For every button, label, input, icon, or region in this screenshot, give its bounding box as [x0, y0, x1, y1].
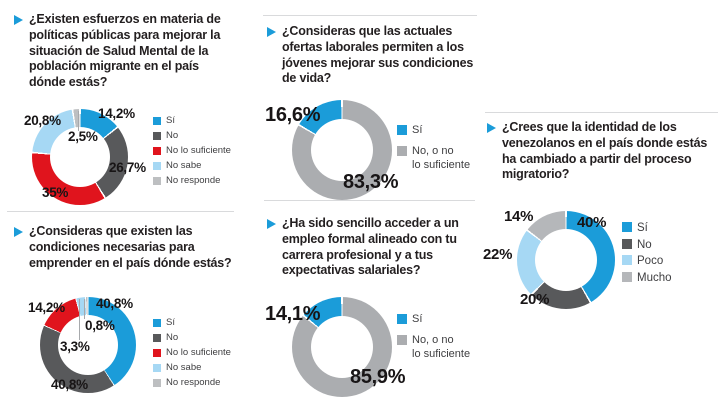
segment-label-si: 40% [577, 214, 607, 231]
legend-item: No lo suficiente [153, 347, 231, 359]
legend-swatch [397, 314, 407, 324]
donut-ring [517, 211, 615, 309]
segment-label-no-responde: 0,8% [85, 318, 115, 333]
legend-item: No responde [153, 175, 231, 187]
legend-swatch [622, 238, 632, 249]
donut-ring [32, 109, 128, 205]
legend-item: No responde [153, 377, 231, 389]
legend-swatch [153, 161, 161, 170]
bullet-arrow-icon [487, 123, 496, 133]
donut-ring [292, 297, 392, 397]
legend-item: Sí [397, 313, 470, 327]
question-text: ¿Consideras que las actuales ofertas lab… [282, 24, 474, 86]
question-ofertas-laborales: ¿Consideras que las actuales ofertas lab… [267, 24, 478, 87]
donut-ring [40, 297, 136, 393]
leader-line [84, 299, 85, 319]
legend-swatch [153, 333, 161, 342]
legend-swatch [622, 271, 632, 282]
question-text: ¿Existen esfuerzos en materia de polític… [29, 12, 221, 89]
legend-mental-health: Sí No No lo suficiente No sabe No respon… [153, 115, 231, 191]
legend-identidad: Sí No Poco Mucho [622, 222, 672, 289]
legend-swatch [397, 334, 407, 345]
bullet-arrow-icon [267, 27, 276, 37]
donut-chart-emprender: 40,8% 40,8% 14,2% 3,3% 0,8% [20, 293, 238, 398]
legend-item: No [153, 130, 231, 142]
legend-swatch [397, 145, 407, 156]
question-mental-health: ¿Existen esfuerzos en materia de polític… [14, 12, 238, 91]
legend-swatch [153, 117, 161, 125]
legend-item: Mucho [622, 271, 672, 285]
donut-chart-empleo-formal: 14,1% 85,9% [263, 295, 480, 401]
legend-swatch [153, 363, 161, 372]
legend-item: Poco [622, 255, 672, 268]
donut-ring [292, 100, 392, 200]
question-emprender: ¿Consideras que existen las condiciones … [14, 224, 232, 271]
segment-label-no: 20% [520, 291, 550, 308]
legend-emprender: Sí No No lo suficiente No sabe No respon… [153, 317, 231, 393]
legend-swatch [397, 125, 407, 135]
legend-item: Sí [153, 115, 231, 127]
section-divider [485, 112, 718, 113]
segment-label-si: 16,6% [265, 104, 321, 126]
leader-line [79, 299, 80, 340]
legend-swatch [153, 146, 161, 155]
segment-label-poco: 22% [483, 246, 513, 263]
segment-label-no-suficiente: 14,2% [28, 300, 65, 315]
legend-ofertas-laborales: Sí No, o no lo suficiente [397, 124, 470, 179]
segment-label-no-sabe: 3,3% [60, 339, 90, 354]
legend-swatch [153, 378, 161, 387]
legend-item: No lo suficiente [153, 145, 231, 157]
segment-label-no: 26,7% [109, 160, 146, 175]
bullet-arrow-icon [14, 227, 23, 237]
section-divider [263, 15, 477, 16]
legend-item: No, o no lo suficiente [397, 334, 470, 362]
segment-label-no-responde: 2,5% [68, 129, 98, 144]
donut-chart-mental-health: 14,2% 26,7% 35% 20,8% 2,5% [20, 105, 238, 210]
segment-label-mucho: 14% [504, 208, 534, 225]
legend-item: No, o no lo suficiente [397, 145, 470, 173]
legend-item: Sí [153, 317, 231, 329]
segment-label-no: 85,9% [350, 366, 406, 388]
section-divider [264, 200, 475, 201]
question-text: ¿Consideras que existen las condiciones … [29, 224, 232, 270]
donut-chart-identidad: 40% 20% 22% 14% [483, 205, 720, 315]
question-text: ¿Crees que la identidad de los venezolan… [502, 120, 708, 182]
legend-item: No [622, 238, 672, 252]
legend-item: No sabe [153, 362, 231, 374]
legend-item: No sabe [153, 160, 231, 172]
segment-label-si: 14,1% [265, 303, 321, 325]
section-divider [7, 211, 234, 212]
segment-label-no-sabe: 20,8% [24, 113, 61, 128]
legend-swatch [153, 131, 161, 140]
legend-swatch [153, 319, 161, 327]
segment-label-si: 14,2% [98, 106, 135, 121]
legend-empleo-formal: Sí No, o no lo suficiente [397, 313, 470, 368]
legend-item: No [153, 332, 231, 344]
legend-swatch [153, 176, 161, 185]
legend-item: Sí [622, 222, 672, 235]
question-empleo-formal: ¿Ha sido sencillo acceder a un empleo fo… [267, 216, 482, 279]
legend-swatch [622, 222, 632, 232]
legend-item: Sí [397, 124, 470, 138]
donut-chart-ofertas-laborales: 16,6% 83,3% [263, 98, 480, 202]
bullet-arrow-icon [267, 219, 276, 229]
leader-line [78, 111, 79, 131]
question-text: ¿Ha sido sencillo acceder a un empleo fo… [282, 216, 459, 278]
bullet-arrow-icon [14, 15, 23, 25]
segment-label-no: 40,8% [51, 377, 88, 392]
segment-label-no: 83,3% [343, 171, 399, 193]
legend-swatch [153, 348, 161, 357]
question-identidad: ¿Crees que la identidad de los venezolan… [487, 120, 717, 183]
legend-swatch [622, 255, 632, 266]
segment-label-si: 40,8% [96, 296, 133, 311]
segment-label-no-suficiente: 35% [42, 185, 69, 200]
